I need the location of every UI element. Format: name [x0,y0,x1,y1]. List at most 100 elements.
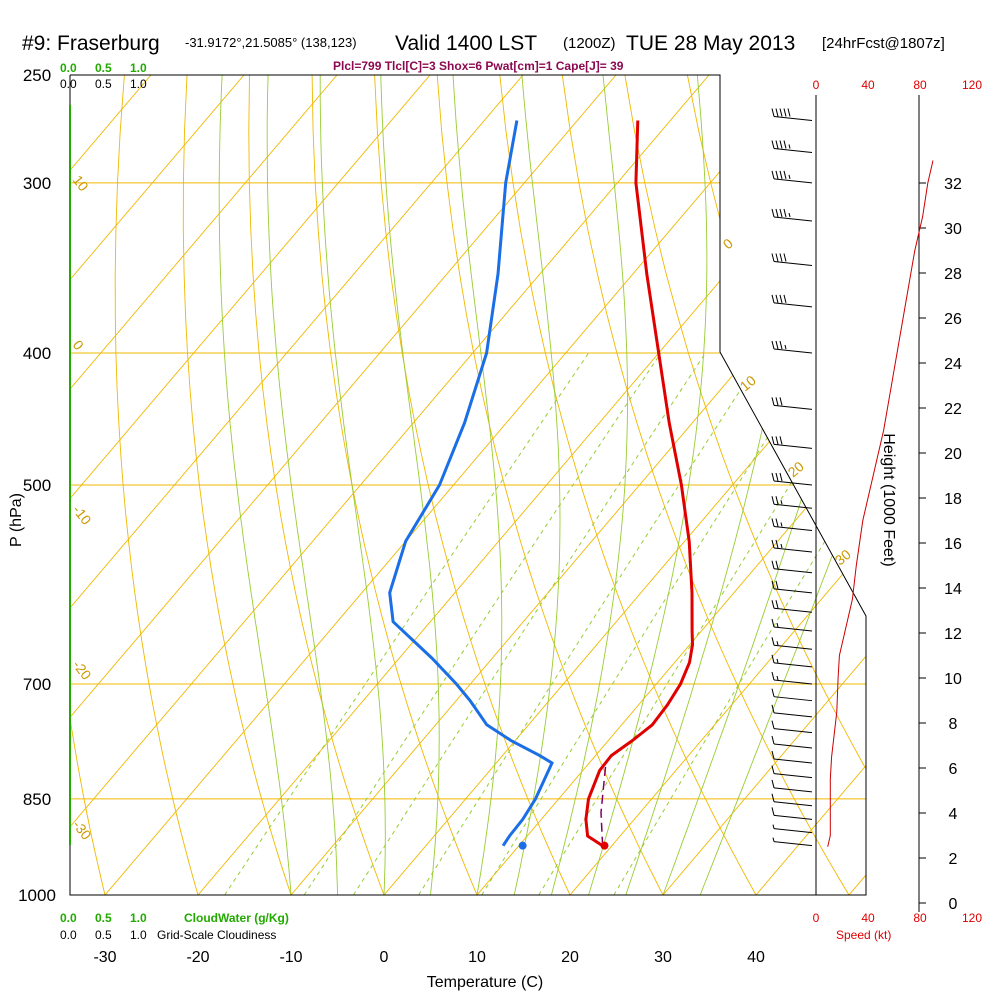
barb-flag [771,253,775,262]
dry-adiabat [374,75,571,895]
height-tick-label: 32 [944,176,962,193]
dry-adiabat [311,75,478,895]
barb-flag [779,436,783,445]
barb-staff [773,503,813,509]
dry-adiabat [624,75,866,895]
barb-staff [773,841,813,847]
barb-flag [771,340,775,350]
wind-barb [771,580,813,594]
temperature-tick-label: -10 [279,949,302,966]
wind-barb [771,793,813,807]
barb-half [776,641,779,646]
barb-flag [779,108,783,117]
height-tick-label: 4 [949,806,958,823]
isotherm-line [290,75,866,895]
surface-dewpoint-dot [518,841,527,850]
indices-line: Plcl=799 Tlcl[C]=3 Shox=6 Pwat[cm]=1 Cap… [333,59,624,73]
barb-staff [773,696,813,702]
height-tick-label: 28 [944,266,962,283]
barb-flag [771,539,775,549]
barb-half [788,212,791,218]
cloudwater-scale-top: 0.5 [95,61,112,75]
dry-adiabat [938,75,1000,895]
theta-label: 20 [785,458,807,480]
mixing-ratio-label: 12 [535,898,554,917]
barb-flag [787,108,791,117]
surface-temperature-dot [600,841,609,850]
mixing-ratio-label: 5 [418,903,434,916]
barb-staff [773,547,813,553]
temperature-tick-label: 10 [468,949,486,966]
wind-barb [771,170,813,184]
mixing-ratio-line [613,352,866,895]
cloudiness-scale-bottom: 0.5 [95,928,112,942]
barb-flag [783,108,787,117]
dry-adiabat [114,75,199,895]
barb-flag [771,140,775,149]
wind-barb [771,539,813,553]
barb-staff [773,443,813,449]
barb-flag [775,560,779,569]
barb-half [772,837,775,842]
isotherm-line [70,75,524,895]
dry-adiabat [248,75,385,895]
cloudwater-scale-top: 0.0 [60,61,77,75]
barb-staff [773,662,813,668]
wind-barb [771,807,813,820]
wind-barb [771,618,813,632]
speed-tick-bottom: 80 [913,911,927,925]
moist-adiabat [319,75,386,895]
wind-barb [771,600,813,613]
barb-flag [775,208,779,218]
barb-flag [771,720,775,729]
height-tick-label: 30 [944,221,962,238]
cloudiness-scale-bottom: 1.0 [130,928,147,942]
moist-adiabat [699,75,866,895]
isotherm-line [104,75,803,895]
barb-staff [773,178,813,184]
plot-border [69,74,867,896]
height-tick-label: 18 [944,491,962,508]
barb-flag [779,253,783,262]
barb-flag [771,793,775,802]
barb-flag [771,671,775,681]
wind-barb [771,472,813,486]
mixing-ratio-label: 2 [302,903,318,916]
isotherm-line [662,75,866,895]
cloudiness-scale-top: 0.0 [60,77,77,91]
height-tick-label: 14 [944,581,962,598]
wind-barb [771,671,813,685]
cloudiness-scale-bottom: 0.0 [60,928,77,942]
height-tick-label: 24 [944,356,962,373]
parcel-path [600,762,607,846]
dry-adiabat [499,75,757,895]
barb-flag [771,108,775,117]
dry-adiabat-label: -20 [70,657,95,683]
barb-flag [775,518,779,527]
pressure-tick-label: 700 [23,675,51,694]
barb-half [788,174,791,179]
barb-flag [771,637,775,646]
cloudiness-scale-top: 1.0 [130,77,147,91]
barb-staff [773,480,813,486]
barb-flag [775,340,779,350]
wind-barb [771,637,813,650]
speed-axis-title: Speed (kt) [836,928,891,942]
barb-flag [775,472,779,482]
temperature-tick-label: 20 [561,949,579,966]
height-axis-title: Height (1000 Feet) [880,433,897,566]
dry-adiabat-label: 10 [70,172,92,194]
barb-flag [775,294,779,304]
isotherm-line [70,75,338,895]
pressure-tick-label: 250 [23,66,51,85]
wind-barbs [771,108,813,847]
barb-flag [771,208,775,218]
height-tick-label: 20 [944,446,962,463]
barb-staff [773,216,813,222]
barb-flag [775,108,779,117]
station-title: #9: Fraserburg [22,32,160,55]
barb-flag [771,600,775,609]
barb-flag [771,397,775,406]
height-tick-label: 16 [944,536,962,553]
